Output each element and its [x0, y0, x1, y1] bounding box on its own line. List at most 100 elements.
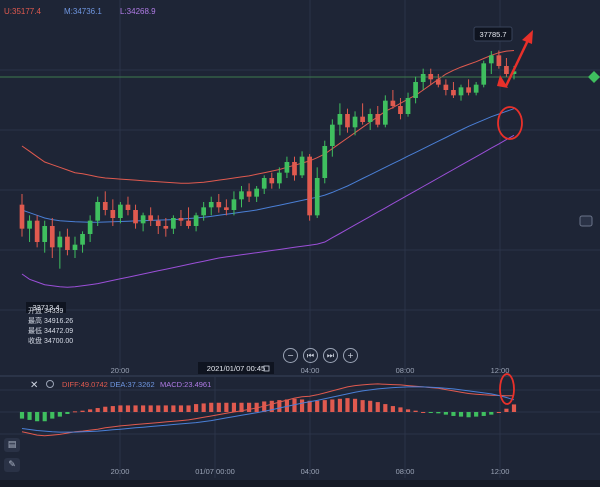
- bollinger-lower-label: L:34268.9: [120, 7, 156, 16]
- candle-body: [284, 162, 290, 173]
- candle-body: [163, 226, 169, 229]
- macd-x-tick-label: 08:00: [396, 467, 415, 476]
- bollinger-lower-line: [21, 134, 515, 288]
- annotation-circle-price: [497, 106, 523, 140]
- skip-end-button[interactable]: ⏭: [323, 348, 338, 363]
- macd-histogram-bar: [118, 405, 123, 412]
- candles-group: [19, 50, 517, 269]
- macd-histogram-bar: [489, 412, 494, 415]
- candle-body: [420, 74, 426, 82]
- candle-body: [360, 116, 365, 122]
- annotation-circle-macd: [499, 373, 515, 405]
- candle-body: [178, 218, 184, 221]
- candle-body: [65, 236, 70, 250]
- candle-body: [80, 234, 85, 245]
- macd-histogram-bar: [315, 400, 320, 412]
- candle-body: [405, 98, 411, 114]
- draw-tool-icon[interactable]: ✎: [4, 458, 20, 472]
- macd-histogram-bar: [421, 412, 426, 413]
- measure-tool-icon[interactable]: ▤: [4, 438, 20, 452]
- macd-histogram-bar: [330, 399, 335, 412]
- macd-histogram-bar: [269, 400, 274, 412]
- macd-histogram-bar: [262, 401, 267, 412]
- crosshair-time-text: 2021/01/07 00:45: [207, 364, 265, 373]
- macd-histogram-bar: [171, 405, 176, 412]
- candle-body: [155, 220, 161, 226]
- bottom-scroll-strip: [0, 480, 600, 487]
- bollinger-upper-line: [21, 50, 515, 184]
- macd-histogram-bar: [345, 398, 350, 412]
- candle-body: [314, 178, 320, 216]
- macd-histogram-bar: [239, 402, 244, 412]
- candle-body: [224, 207, 229, 210]
- macd-histogram-bar: [390, 406, 395, 412]
- candle-body: [42, 226, 48, 242]
- macd-histogram-bar: [80, 410, 85, 412]
- macd-histogram-bar: [133, 405, 138, 412]
- macd-histogram-bar: [375, 402, 380, 412]
- close-label: 收盘: [28, 338, 42, 345]
- ohlc-open: 开盘 34339: [28, 306, 63, 316]
- macd-histogram-bar: [216, 402, 221, 412]
- candle-body: [473, 84, 479, 93]
- zoom-out-button[interactable]: −: [283, 348, 298, 363]
- candle-body: [254, 188, 259, 197]
- macd-settings-icon[interactable]: [46, 380, 54, 388]
- macd-histogram-bar: [451, 412, 456, 416]
- candle-body: [57, 236, 63, 248]
- macd-histogram-bar: [19, 412, 25, 419]
- macd-histogram-bar: [201, 403, 206, 412]
- macd-histogram-bar: [27, 412, 32, 420]
- macd-histogram-bar: [95, 408, 100, 412]
- candle-body: [72, 244, 78, 250]
- macd-histogram-bar: [277, 400, 282, 412]
- candle-body: [458, 87, 464, 96]
- macd-histogram-bar: [194, 404, 199, 412]
- hover-price-box: [26, 302, 66, 313]
- macd-histogram-bar: [57, 412, 62, 417]
- skip-start-button[interactable]: ⏮: [303, 348, 318, 363]
- macd-x-tick-label: 04:00: [301, 467, 320, 476]
- macd-dea-label: DEA:37.3262: [110, 380, 155, 389]
- close-macd-icon[interactable]: ✕: [30, 380, 38, 391]
- macd-histogram-bar: [458, 412, 464, 417]
- macd-histogram-bar: [186, 405, 191, 412]
- candle-body: [307, 156, 312, 216]
- candle-body: [435, 79, 441, 85]
- close-value: 34700.00: [43, 338, 74, 345]
- candle-body: [329, 124, 335, 146]
- candle-body: [261, 178, 267, 189]
- macd-diff-label: DIFF:49.0742: [62, 380, 108, 389]
- macd-histogram-bar: [496, 412, 501, 413]
- macd-histogram-bar: [209, 402, 214, 412]
- price-tooltip-text: 37785.7: [479, 30, 506, 39]
- macd-histogram-bar: [337, 398, 342, 412]
- candle-body: [504, 66, 509, 74]
- candle-body: [193, 215, 199, 226]
- candle-body: [337, 114, 343, 125]
- macd-histogram-bar: [405, 409, 411, 412]
- candle-body: [208, 202, 214, 208]
- candle-body: [398, 106, 403, 114]
- macd-histogram-group: [19, 398, 517, 422]
- crosshair-time-box: [198, 362, 274, 374]
- zoom-in-button[interactable]: +: [343, 348, 358, 363]
- macd-histogram-bar: [436, 412, 441, 414]
- macd-histogram-bar: [35, 412, 40, 422]
- macd-dea-line: [21, 386, 515, 433]
- candle-body: [481, 63, 487, 85]
- macd-histogram-bar: [110, 406, 115, 412]
- low-value: 34472.09: [43, 328, 74, 335]
- macd-histogram-bar: [413, 410, 418, 412]
- macd-histogram-bar: [148, 405, 153, 412]
- ohlc-close: 收盘 34700.00: [28, 336, 73, 346]
- candle-body: [87, 220, 93, 234]
- candle-body: [428, 74, 434, 80]
- macd-histogram-bar: [254, 402, 259, 412]
- macd-x-tick-label: 20:00: [111, 467, 130, 476]
- high-label: 最高: [28, 318, 42, 325]
- candle-body: [322, 146, 328, 178]
- candle-body: [382, 100, 388, 125]
